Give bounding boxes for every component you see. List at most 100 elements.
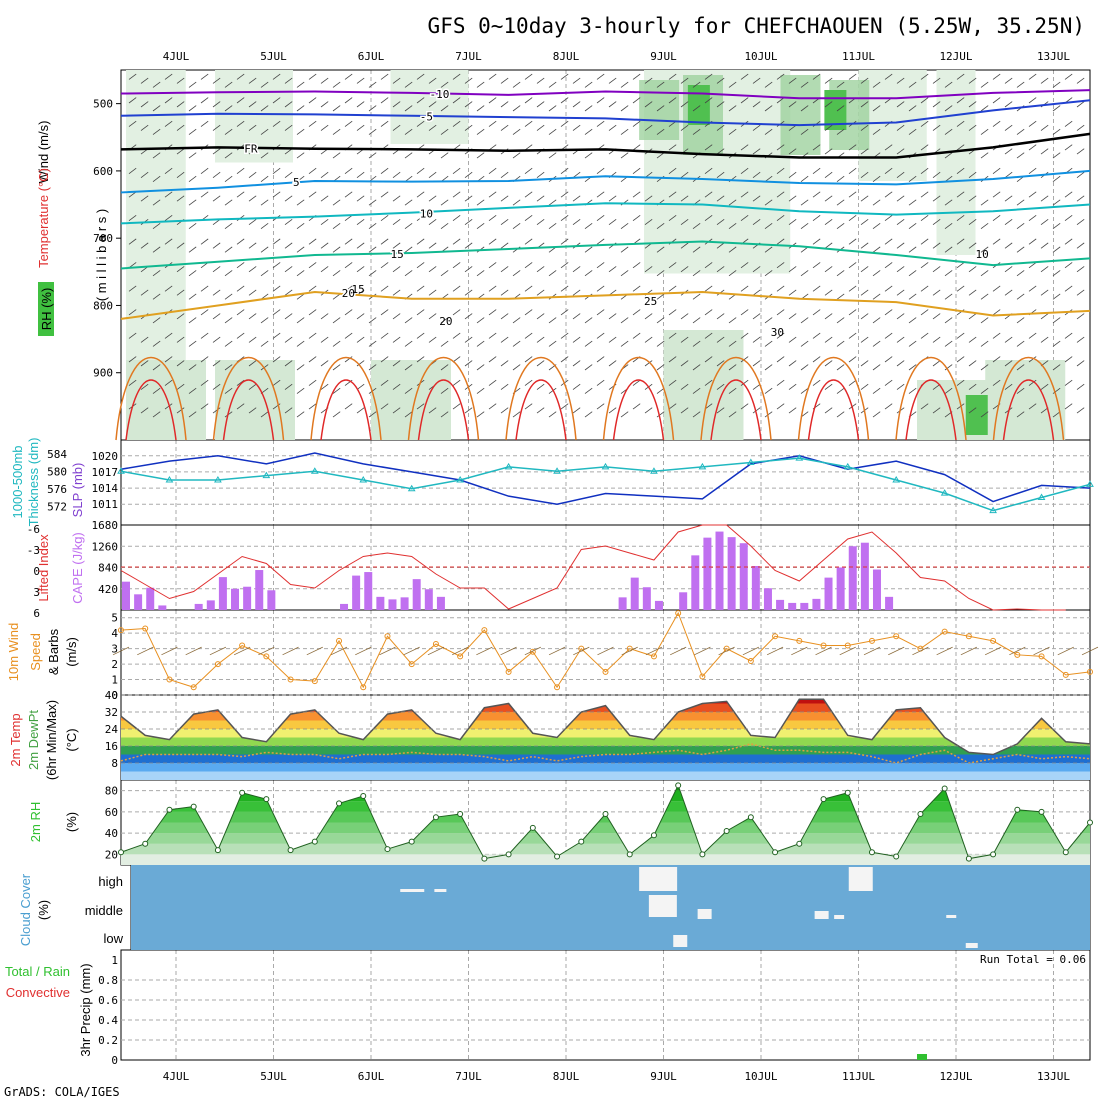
temp-contour bbox=[120, 290, 1091, 320]
wind-barb bbox=[560, 120, 569, 127]
slp-tick-label: 1017 bbox=[92, 466, 119, 479]
wind-barb bbox=[932, 124, 941, 131]
cape-bar bbox=[751, 565, 760, 610]
cape-bar bbox=[412, 579, 421, 610]
ylabel-precip: 3hr Precip (mm) bbox=[78, 963, 93, 1056]
wind-barb bbox=[212, 171, 221, 178]
wind-barb bbox=[188, 270, 197, 277]
wind-barb bbox=[992, 332, 1001, 339]
wind-barb bbox=[152, 199, 161, 206]
wind-barb bbox=[1004, 148, 1013, 155]
wind-barb bbox=[608, 336, 617, 343]
wind-barb bbox=[1076, 407, 1085, 414]
wind-barb bbox=[1052, 317, 1061, 324]
wind-barb bbox=[440, 340, 449, 347]
temp2m-panel bbox=[120, 694, 1091, 780]
cape-bar bbox=[424, 589, 433, 610]
wind-barb bbox=[728, 199, 737, 206]
wind-barb bbox=[284, 124, 293, 131]
wind-barb bbox=[176, 77, 185, 84]
wind-barb bbox=[260, 364, 269, 371]
rh-floor bbox=[121, 854, 1090, 865]
wind-barb bbox=[272, 356, 281, 363]
wind-barb bbox=[764, 199, 773, 206]
wind-barb bbox=[752, 289, 761, 296]
wind-barb bbox=[980, 364, 989, 371]
wind-barb bbox=[608, 219, 617, 226]
wind-barb bbox=[656, 317, 665, 324]
ylabel-thickness-1: 1000-500mb bbox=[10, 446, 25, 519]
precip-tick-label: 0.8 bbox=[98, 974, 118, 987]
pressure-tick-label: 600 bbox=[93, 165, 113, 178]
wind-barb bbox=[500, 171, 509, 178]
wind-barb bbox=[332, 411, 341, 418]
wind-barb bbox=[740, 73, 749, 80]
x-tick-label-bottom: 5JUL bbox=[260, 1070, 287, 1083]
wind-barb bbox=[884, 167, 893, 174]
wind-barb bbox=[812, 379, 821, 386]
wind-barb bbox=[284, 242, 293, 249]
wind-barb bbox=[248, 313, 257, 320]
wind-barb bbox=[680, 266, 689, 273]
wind-barb bbox=[284, 313, 293, 320]
wind-barb bbox=[920, 285, 929, 292]
cape-bar bbox=[340, 603, 349, 610]
wind-barb bbox=[1004, 171, 1013, 178]
wind-tick-label: 4 bbox=[111, 627, 118, 640]
wind-barb bbox=[140, 383, 149, 390]
wind-barb bbox=[836, 340, 845, 347]
wind-barb bbox=[344, 167, 353, 174]
wind-barb bbox=[1064, 262, 1073, 269]
wind10m-marker bbox=[990, 637, 997, 644]
wind-barb bbox=[356, 407, 365, 414]
wind10m-barb bbox=[863, 646, 881, 656]
wind-barb bbox=[932, 219, 941, 226]
wind10m-barb bbox=[451, 646, 469, 656]
x-tick-label-top: 6JUL bbox=[358, 50, 385, 63]
wind-barb bbox=[728, 246, 737, 253]
wind-barb bbox=[884, 238, 893, 245]
wind-barb bbox=[380, 167, 389, 174]
wind-barb bbox=[512, 317, 521, 324]
wind-barb bbox=[560, 309, 569, 316]
rh2m-marker bbox=[844, 789, 851, 796]
cape-bar bbox=[679, 592, 688, 610]
contour-label: 25 bbox=[644, 295, 657, 308]
wind-barb bbox=[176, 195, 185, 202]
ylabel-temp2m-2: 2m DewPt bbox=[26, 710, 41, 770]
wind-barb bbox=[464, 266, 473, 273]
wind-barb bbox=[356, 336, 365, 343]
wind-barb bbox=[824, 242, 833, 249]
ylabel-temperature: Temperature (°C) bbox=[36, 168, 51, 268]
wind-barb bbox=[632, 73, 641, 80]
wind-barb bbox=[596, 73, 605, 80]
wind-barb bbox=[164, 403, 173, 410]
wind-barb bbox=[416, 120, 425, 127]
thickness-marker bbox=[456, 476, 465, 483]
wind-barb bbox=[884, 403, 893, 410]
temp-contour bbox=[120, 202, 1091, 225]
wind-barb bbox=[716, 336, 725, 343]
cape-tick-label: 840 bbox=[98, 562, 118, 575]
wind-barb bbox=[608, 313, 617, 320]
wind-barb bbox=[308, 262, 317, 269]
wind-barb bbox=[620, 81, 629, 88]
wind-tick-label: 3 bbox=[111, 643, 118, 656]
wind10m-barb bbox=[984, 646, 1002, 656]
rh-legend-swatch bbox=[38, 282, 54, 336]
thickness-marker bbox=[1037, 493, 1046, 500]
wind-barb bbox=[884, 191, 893, 198]
wind-barb bbox=[380, 332, 389, 339]
rh-shade-moist bbox=[780, 75, 821, 155]
wind-barb bbox=[572, 383, 581, 390]
wind-barb bbox=[920, 238, 929, 245]
wind-barb bbox=[380, 215, 389, 222]
wind-barb bbox=[416, 191, 425, 198]
ylabel-cape: CAPE (J/kg) bbox=[70, 532, 85, 604]
cape-bar bbox=[776, 599, 785, 610]
wind-barb bbox=[716, 124, 725, 131]
wind-barb bbox=[1016, 340, 1025, 347]
wind-barb bbox=[752, 171, 761, 178]
wind-barb bbox=[440, 81, 449, 88]
wind-barb bbox=[476, 105, 485, 112]
